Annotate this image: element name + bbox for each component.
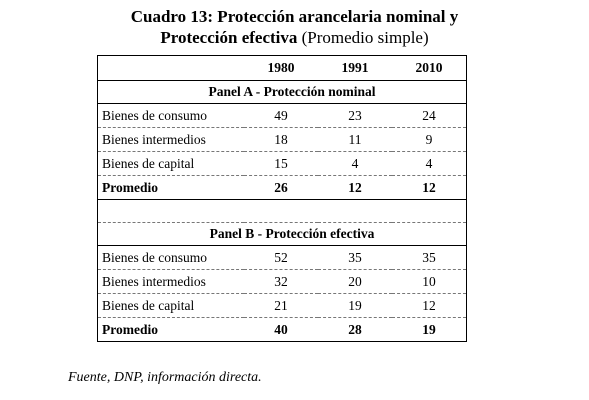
header-empty-cell [98,56,244,81]
header-row: 1980 1991 2010 [98,56,466,81]
year-header: 1991 [318,56,392,81]
panel-a-title-row: Panel A - Protección nominal [98,80,466,104]
row-label: Bienes de consumo [98,103,244,128]
average-label: Promedio [98,175,244,200]
caption-line-1: Cuadro 13: Protección arancelaria nomina… [130,7,459,26]
table-row: Bienes de capital 21 19 12 [98,293,466,318]
year-header: 2010 [392,56,466,81]
caption-line-2-bold: Protección efectiva [160,28,298,47]
table-row: Bienes intermedios 32 20 10 [98,269,466,294]
average-value: 12 [318,175,392,200]
row-label: Bienes intermedios [98,127,244,152]
protection-table: 1980 1991 2010 Panel A - Protección nomi… [97,55,467,342]
cell-value: 21 [244,293,318,318]
cell-value: 12 [392,293,466,318]
average-value: 28 [348,321,362,337]
cell-value: 24 [392,103,466,128]
cell-value: 15 [244,151,318,176]
cell-value: 9 [392,127,466,152]
row-label: Bienes de capital [98,293,244,318]
cell-value: 49 [244,103,318,128]
panel-b-title: Panel B - Protección efectiva [98,222,466,246]
year-header: 1980 [244,56,318,81]
average-value: 19 [422,321,436,337]
panel-a-title: Panel A - Protección nominal [98,80,466,104]
average-row: Promedio 40 28 19 [98,318,466,342]
spacer-row [98,199,466,223]
data-table: 1980 1991 2010 Panel A - Protección nomi… [98,56,466,341]
table-row: Bienes de capital 15 4 4 [98,151,466,176]
cell-value: 4 [318,151,392,176]
row-label: Bienes de consumo [98,245,244,270]
caption-line-2-rest: (Promedio simple) [297,28,429,47]
panel-b-title-row: Panel B - Protección efectiva [98,222,466,246]
average-value: 12 [392,175,466,200]
cell-value: 35 [318,245,392,270]
average-row: Promedio 26 12 12 [98,175,466,200]
table-row: Bienes intermedios 18 11 9 [98,127,466,152]
average-value: 40 [274,321,288,337]
table-row: Bienes de consumo 52 35 35 [98,245,466,270]
table-row: Bienes de consumo 49 23 24 [98,103,466,128]
table-caption: Cuadro 13: Protección arancelaria nomina… [0,6,589,48]
cell-value: 11 [318,127,392,152]
cell-value: 18 [244,127,318,152]
average-value: 26 [244,175,318,200]
cell-value: 35 [392,245,466,270]
row-label: Bienes intermedios [98,269,244,294]
cell-value: 19 [318,293,392,318]
cell-value: 52 [244,245,318,270]
caption-line-2: Protección efectiva (Promedio simple) [0,27,589,48]
spacer-cell [98,199,466,223]
cell-value: 4 [392,151,466,176]
cell-value: 20 [318,269,392,294]
cell-value: 10 [392,269,466,294]
source-note: Fuente, DNP, información directa. [68,370,262,385]
cell-value: 23 [318,103,392,128]
average-label: Promedio [102,321,158,337]
row-label: Bienes de capital [98,151,244,176]
cell-value: 32 [244,269,318,294]
